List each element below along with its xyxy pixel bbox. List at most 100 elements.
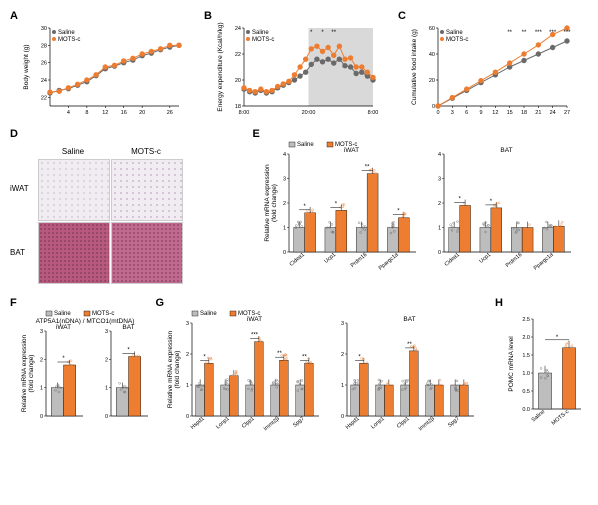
svg-text:8:00: 8:00 <box>368 110 379 116</box>
svg-text:Spg7: Spg7 <box>447 416 461 429</box>
figure-grid: A 22242628304812162026Body weight (g)Sal… <box>10 10 588 452</box>
svg-text:MOTS-c: MOTS-c <box>551 409 571 427</box>
svg-text:0.5: 0.5 <box>522 389 530 395</box>
histo-iwat-motsc <box>111 159 183 221</box>
svg-text:4: 4 <box>282 152 285 158</box>
chart-e: SalineMOTS-c01234*Cidea1*Ucp1**Prdm16*Pp… <box>263 140 589 282</box>
svg-text:Ucp1: Ucp1 <box>478 252 492 265</box>
svg-text:**: ** <box>331 30 336 36</box>
svg-text:9: 9 <box>479 110 482 116</box>
svg-text:*: * <box>334 201 337 207</box>
svg-text:Prdm16: Prdm16 <box>349 252 368 269</box>
svg-text:Clpp1: Clpp1 <box>395 416 410 430</box>
histo-bat-motsc <box>111 222 183 284</box>
svg-text:2: 2 <box>340 352 343 358</box>
svg-text:Relative mRNA expression: Relative mRNA expression <box>21 334 28 412</box>
svg-text:30: 30 <box>41 26 47 32</box>
svg-text:Relative mRNA expression: Relative mRNA expression <box>264 164 271 242</box>
svg-text:Hspd1: Hspd1 <box>344 416 360 431</box>
svg-text:20: 20 <box>235 78 241 84</box>
svg-text:***: *** <box>535 30 543 36</box>
chart-a: 22242628304812162026Body weight (g)Salin… <box>20 22 200 124</box>
svg-text:1.0: 1.0 <box>522 371 530 377</box>
svg-text:MOTS-c: MOTS-c <box>92 311 114 317</box>
svg-text:1.5: 1.5 <box>522 353 530 359</box>
svg-text:Prdm16: Prdm16 <box>504 252 523 269</box>
svg-text:BAT: BAT <box>500 147 512 154</box>
svg-text:POMC mRNA level: POMC mRNA level <box>508 336 515 392</box>
svg-text:0: 0 <box>437 250 440 256</box>
panel-b: B 182022248:0020:008:00****Energy expend… <box>204 10 394 124</box>
histo-bat-saline <box>38 222 110 284</box>
svg-text:***: *** <box>549 30 557 36</box>
svg-text:20:00: 20:00 <box>302 110 316 116</box>
svg-text:8: 8 <box>85 110 88 116</box>
panel-f: F SalineMOTS-cATP5A1(nDNA) / MTCO1(mtDNA… <box>10 297 152 452</box>
svg-text:0: 0 <box>105 414 108 420</box>
svg-text:2: 2 <box>40 357 43 363</box>
svg-text:Cidea1: Cidea1 <box>443 252 460 268</box>
svg-text:Saline: Saline <box>54 311 71 317</box>
chart-c: 02040600369121518212427*************Cumu… <box>408 22 588 124</box>
svg-text:Saline: Saline <box>200 311 217 317</box>
svg-text:MOTS-c: MOTS-c <box>58 37 80 43</box>
svg-text:MOTS-c: MOTS-c <box>252 37 274 43</box>
svg-text:60: 60 <box>429 26 435 32</box>
svg-text:iWAT: iWAT <box>246 316 261 323</box>
panel-h: H 0.00.51.01.52.02.5SalineMOTS-c*POMC mR… <box>495 297 588 452</box>
svg-text:12: 12 <box>492 110 498 116</box>
panel-label-c: C <box>398 10 406 22</box>
svg-text:0: 0 <box>185 414 188 420</box>
panel-label-h: H <box>495 297 503 309</box>
svg-text:*: * <box>358 354 361 360</box>
svg-text:4: 4 <box>437 152 440 158</box>
panel-label-g: G <box>156 297 165 309</box>
svg-text:1: 1 <box>282 226 285 232</box>
svg-text:0: 0 <box>40 414 43 420</box>
chart-h: 0.00.51.01.52.02.5SalineMOTS-c*POMC mRNA… <box>505 309 588 441</box>
svg-text:27: 27 <box>564 110 570 116</box>
svg-text:0: 0 <box>340 414 343 420</box>
svg-text:18: 18 <box>521 110 527 116</box>
svg-text:Saline: Saline <box>446 30 463 36</box>
svg-text:Saline: Saline <box>531 409 547 423</box>
svg-text:Ucp1: Ucp1 <box>323 252 337 265</box>
svg-text:Energy expenditure (Kcal/h/kg): Energy expenditure (Kcal/h/kg) <box>217 22 224 111</box>
svg-text:0: 0 <box>432 104 435 110</box>
svg-text:Immt2β: Immt2β <box>262 416 280 432</box>
svg-text:3: 3 <box>105 329 108 335</box>
svg-text:**: ** <box>407 342 412 348</box>
svg-text:iWAT: iWAT <box>56 324 71 331</box>
svg-text:1: 1 <box>340 383 343 389</box>
svg-text:21: 21 <box>535 110 541 116</box>
svg-text:2: 2 <box>185 352 188 358</box>
svg-text:(fold change): (fold change) <box>28 355 35 393</box>
svg-text:MOTS-c: MOTS-c <box>446 37 468 43</box>
svg-text:**: ** <box>364 165 369 171</box>
svg-text:*: * <box>127 348 130 354</box>
svg-text:**: ** <box>522 30 527 36</box>
svg-text:iWAT: iWAT <box>343 147 358 154</box>
chart-g: SalineMOTS-c0123*Hspd1Lonp1***Clpp1**Imm… <box>166 309 492 446</box>
svg-text:2: 2 <box>437 201 440 207</box>
svg-text:(fold change): (fold change) <box>271 184 278 222</box>
histo-iwat-saline <box>38 159 110 221</box>
svg-text:2.0: 2.0 <box>522 335 530 341</box>
panel-label-d: D <box>10 128 18 140</box>
svg-text:20: 20 <box>429 78 435 84</box>
svg-text:Immt2β: Immt2β <box>417 416 435 432</box>
svg-text:*: * <box>458 196 461 202</box>
svg-text:**: ** <box>302 354 307 360</box>
svg-text:24: 24 <box>41 78 47 84</box>
svg-text:3: 3 <box>437 177 440 183</box>
svg-text:Ppargc1a: Ppargc1a <box>377 251 400 271</box>
histo-row-bat: BAT <box>10 248 25 257</box>
svg-text:Ppargc1a: Ppargc1a <box>532 251 555 271</box>
svg-text:Clpp1: Clpp1 <box>240 416 255 430</box>
svg-text:Saline: Saline <box>58 30 75 36</box>
svg-text:6: 6 <box>465 110 468 116</box>
svg-text:*: * <box>489 199 492 205</box>
svg-text:BAT: BAT <box>122 324 134 331</box>
panel-a: A 22242628304812162026Body weight (g)Sal… <box>10 10 200 124</box>
svg-text:*: * <box>303 204 306 210</box>
